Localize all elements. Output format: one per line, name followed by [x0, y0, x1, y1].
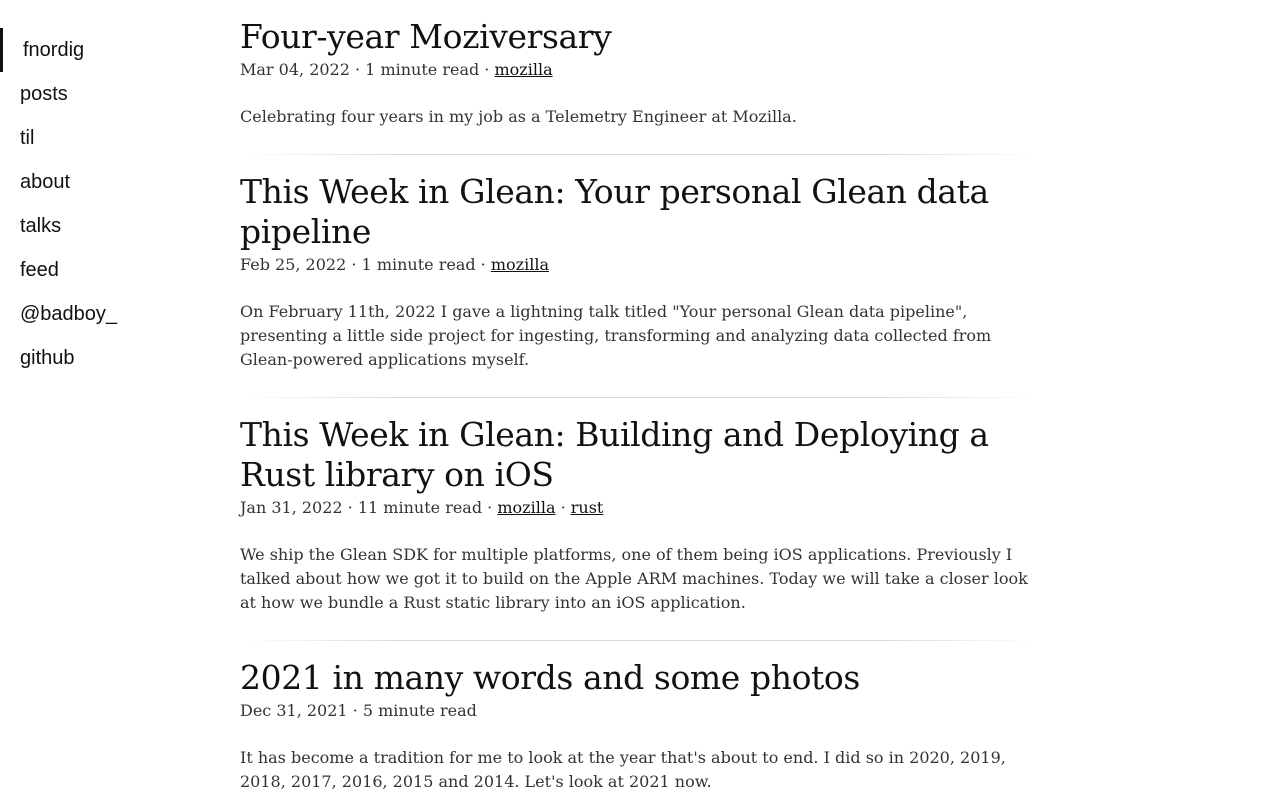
post-date: Mar 04, 2022 — [240, 60, 350, 79]
post-item: This Week in Glean: Building and Deployi… — [240, 398, 1040, 641]
sidebar-nav: fnordig posts til about talks feed @badb… — [0, 28, 200, 380]
nav-home-fnordig[interactable]: fnordig — [0, 28, 200, 72]
post-title: 2021 in many words and some photos — [240, 658, 1040, 698]
post-summary: On February 11th, 2022 I gave a lightnin… — [240, 302, 992, 369]
post-item: Four-year Moziversary Mar 04, 2022 · 1 m… — [240, 0, 1040, 155]
post-summary: It has become a tradition for me to look… — [240, 748, 1006, 791]
nav-posts[interactable]: posts — [20, 83, 68, 105]
post-read-time: 5 minute read — [362, 701, 477, 720]
post-divider — [240, 397, 1040, 398]
post-item: 2021 in many words and some photos Dec 3… — [240, 641, 1040, 794]
post-item: This Week in Glean: Your personal Glean … — [240, 155, 1040, 398]
post-title-link[interactable]: 2021 in many words and some photos — [240, 658, 860, 697]
post-title: This Week in Glean: Your personal Glean … — [240, 172, 1040, 252]
post-meta: Jan 31, 2022 · 11 minute read · mozilla … — [240, 498, 604, 517]
post-date: Feb 25, 2022 — [240, 255, 347, 274]
post-tag-link[interactable]: mozilla — [494, 60, 553, 79]
nav-feed[interactable]: feed — [20, 259, 59, 281]
post-title-link[interactable]: This Week in Glean: Building and Deployi… — [240, 415, 989, 494]
post-title: This Week in Glean: Building and Deployi… — [240, 415, 1040, 495]
post-list: Four-year Moziversary Mar 04, 2022 · 1 m… — [240, 0, 1040, 794]
nav-til[interactable]: til — [20, 127, 35, 149]
nav-twitter[interactable]: @badboy_ — [20, 303, 118, 325]
post-divider — [240, 640, 1040, 641]
post-read-time: 1 minute read — [361, 255, 476, 274]
post-meta: Dec 31, 2021 · 5 minute read — [240, 701, 477, 720]
post-meta: Feb 25, 2022 · 1 minute read · mozilla — [240, 255, 549, 274]
post-date: Jan 31, 2022 — [240, 498, 343, 517]
post-meta: Mar 04, 2022 · 1 minute read · mozilla — [240, 60, 553, 79]
post-tag-link[interactable]: mozilla — [497, 498, 556, 517]
post-summary: Celebrating four years in my job as a Te… — [240, 107, 797, 126]
post-summary: We ship the Glean SDK for multiple platf… — [240, 545, 1028, 612]
post-read-time: 11 minute read — [357, 498, 483, 517]
nav-talks[interactable]: talks — [20, 215, 62, 237]
post-date: Dec 31, 2021 — [240, 701, 348, 720]
post-tag-link[interactable]: rust — [570, 498, 604, 517]
post-read-time: 1 minute read — [365, 60, 480, 79]
post-title: Four-year Moziversary — [240, 17, 1040, 57]
post-title-link[interactable]: Four-year Moziversary — [240, 17, 612, 56]
nav-github[interactable]: github — [20, 347, 75, 369]
nav-about[interactable]: about — [20, 171, 71, 193]
post-tag-link[interactable]: mozilla — [490, 255, 549, 274]
post-divider — [240, 154, 1040, 155]
post-title-link[interactable]: This Week in Glean: Your personal Glean … — [240, 172, 989, 251]
